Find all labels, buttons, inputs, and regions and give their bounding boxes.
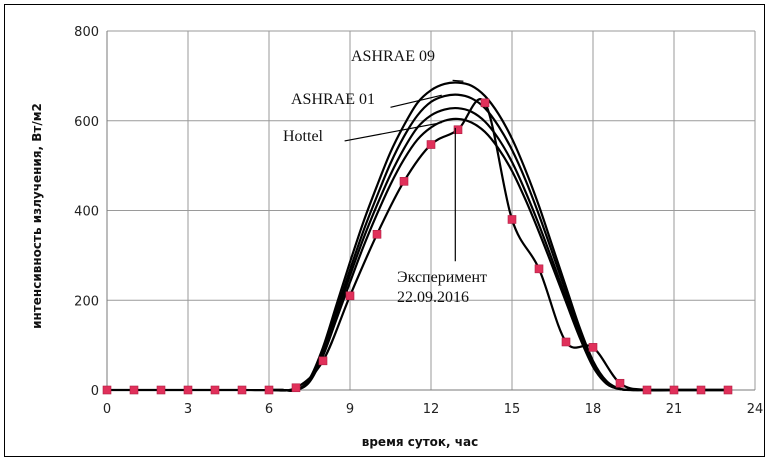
- data-point: [318, 356, 328, 366]
- x-axis-title: время суток, час: [362, 435, 478, 449]
- y-axis-title: интенсивность излучения, Вт/м2: [30, 103, 44, 329]
- data-point: [669, 385, 679, 395]
- data-point: [372, 229, 382, 239]
- grid: [107, 30, 756, 390]
- y-tick-label: 200: [74, 294, 99, 309]
- chart: 0 3 6 9 12 15 18 21 24 0 200 400 600 800 ASHRAE 09 AS…: [30, 25, 763, 449]
- x-tick-label: 15: [504, 402, 521, 417]
- data-point: [426, 140, 436, 149]
- data-point: [561, 337, 571, 347]
- data-point: [156, 385, 166, 395]
- series-line-0: [269, 81, 728, 392]
- annotation-leader: [452, 79, 464, 82]
- data-point: [588, 343, 598, 352]
- chart-frame: 0 3 6 9 12 15 18 21 24 0 200 400 600 800 ASHRAE 09 AS…: [4, 4, 765, 457]
- x-tick-label: 21: [666, 402, 683, 417]
- annotation-leader: [344, 121, 442, 142]
- annotation-leader: [390, 94, 442, 108]
- data-point: [129, 385, 139, 395]
- tick-labels: 0 3 6 9 12 15 18 21 24 0 200 400 600 800: [74, 25, 763, 417]
- annotation-ashrae09: ASHRAE 09: [351, 48, 435, 65]
- data-point: [399, 177, 409, 186]
- y-tick-label: 0: [91, 384, 99, 399]
- data-point: [615, 378, 625, 388]
- data-point: [453, 125, 463, 135]
- y-tick-label: 600: [74, 115, 99, 130]
- data-point: [237, 385, 247, 395]
- series-layer: [107, 81, 728, 392]
- annotation-hottel: Hottel: [283, 128, 324, 145]
- data-point: [210, 385, 220, 395]
- annotations: ASHRAE 09 ASHRAE 01 Hottel Эксперимент 2…: [283, 48, 487, 306]
- annotation-experiment: Эксперимент: [397, 269, 487, 286]
- data-point: [534, 264, 544, 274]
- y-tick-label: 400: [74, 205, 99, 220]
- data-point: [345, 291, 355, 301]
- x-tick-label: 3: [184, 402, 192, 417]
- annotation-experiment-date: 22.09.2016: [397, 289, 469, 306]
- x-tick-label: 9: [346, 402, 354, 417]
- data-point: [696, 385, 706, 395]
- series-line-3: [269, 117, 728, 392]
- data-point: [183, 385, 193, 395]
- data-point: [291, 383, 301, 393]
- data-point: [723, 385, 733, 395]
- y-tick-label: 800: [74, 25, 99, 40]
- series-line-4: [107, 98, 728, 392]
- x-tick-label: 12: [423, 402, 440, 417]
- x-tick-label: 0: [103, 402, 111, 417]
- markers-layer: [102, 98, 733, 395]
- annotation-ashrae01: ASHRAE 01: [291, 91, 375, 108]
- data-point: [264, 385, 274, 395]
- data-point: [480, 98, 490, 108]
- data-point: [642, 385, 652, 395]
- x-tick-label: 18: [585, 402, 602, 417]
- x-tick-label: 6: [265, 402, 273, 417]
- data-point: [102, 385, 112, 395]
- x-tick-label: 24: [747, 402, 764, 417]
- data-point: [507, 215, 517, 224]
